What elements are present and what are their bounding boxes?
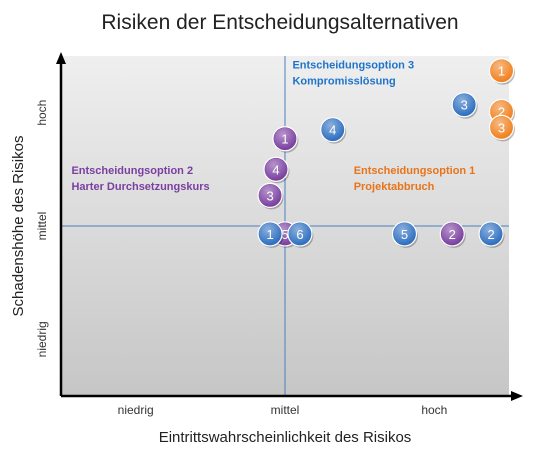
data-point: 4 xyxy=(263,156,290,184)
data-point-label: 3 xyxy=(461,98,468,113)
data-point-highlight xyxy=(259,184,282,207)
group-label: Entscheidungsoption 1 Projektabbruch xyxy=(354,165,476,193)
data-point-highlight xyxy=(259,222,282,245)
data-point-label: 6 xyxy=(296,227,303,242)
group-label-line: Projektabbruch xyxy=(354,181,435,193)
y-tick-label: hoch xyxy=(35,100,49,126)
data-point-label: 5 xyxy=(401,227,408,242)
data-point: 5 xyxy=(391,221,418,248)
data-point-label: 5 xyxy=(281,227,288,242)
data-point: 3 xyxy=(451,92,478,119)
data-point-label: 2 xyxy=(449,227,456,242)
x-tick-label: niedrig xyxy=(118,403,154,417)
data-point: 6 xyxy=(287,221,314,248)
y-tick-label: niedrig xyxy=(35,321,49,357)
x-tick-labels: niedrig mittel hoch xyxy=(118,403,448,417)
data-point-highlight xyxy=(321,118,344,141)
y-axis-title: Schadenshöhe des Risikos xyxy=(10,136,27,317)
data-point: 1 xyxy=(257,221,284,248)
group-labels: Entscheidungsoption 1 ProjektabbruchEntsc… xyxy=(71,59,475,192)
chart-title: Risiken der Entscheidungsalternativen xyxy=(101,11,458,34)
data-point-highlight xyxy=(490,116,513,139)
data-point-label: 2 xyxy=(498,105,505,120)
data-point-label: 1 xyxy=(498,64,505,79)
data-point: 1 xyxy=(488,58,516,85)
data-point: 3 xyxy=(488,114,516,142)
group-label-line: Kompromisslösung xyxy=(292,75,395,87)
y-tick-label: mittel xyxy=(35,212,49,241)
group-label-line: Harter Durchsetzungskurs xyxy=(71,181,209,193)
data-point-highlight xyxy=(453,93,476,116)
data-point: 4 xyxy=(320,117,347,144)
x-tick-label: mittel xyxy=(271,403,300,417)
data-point-highlight xyxy=(441,222,464,245)
data-point-highlight xyxy=(265,158,288,181)
data-point-label: 3 xyxy=(266,188,273,203)
x-axis-title: Eintrittswahrscheinlichkeit des Risikos xyxy=(159,429,412,446)
data-point-highlight xyxy=(490,59,513,82)
data-point-highlight xyxy=(288,222,311,245)
data-point-label: 1 xyxy=(281,132,288,147)
data-point-label: 4 xyxy=(329,123,336,138)
x-axis-arrow-icon xyxy=(511,391,523,401)
data-point: 2 xyxy=(478,221,505,248)
group-label: Entscheidungsoption 3 Kompromisslösung xyxy=(292,59,414,87)
y-tick-labels: niedrig mittel hoch xyxy=(35,100,49,358)
data-point-label: 1 xyxy=(266,227,273,242)
data-point-label: 4 xyxy=(272,162,279,177)
data-point-label: 3 xyxy=(498,120,505,135)
x-tick-label: hoch xyxy=(421,403,447,417)
data-point-highlight xyxy=(393,222,416,245)
group-label-line: Entscheidungsoption 2 xyxy=(71,165,193,177)
data-point: 1 xyxy=(272,126,299,153)
data-point: 3 xyxy=(257,182,284,210)
data-point-label: 2 xyxy=(487,227,494,242)
data-point-highlight xyxy=(480,222,503,245)
data-point: 2 xyxy=(439,221,466,248)
y-axis-arrow-icon xyxy=(56,52,66,64)
group-label: Entscheidungsoption 2 Harter Durchsetzung… xyxy=(71,165,209,193)
data-point-highlight xyxy=(274,127,296,150)
group-label-line: Entscheidungsoption 3 xyxy=(292,59,414,71)
group-label-line: Entscheidungsoption 1 xyxy=(354,165,476,177)
